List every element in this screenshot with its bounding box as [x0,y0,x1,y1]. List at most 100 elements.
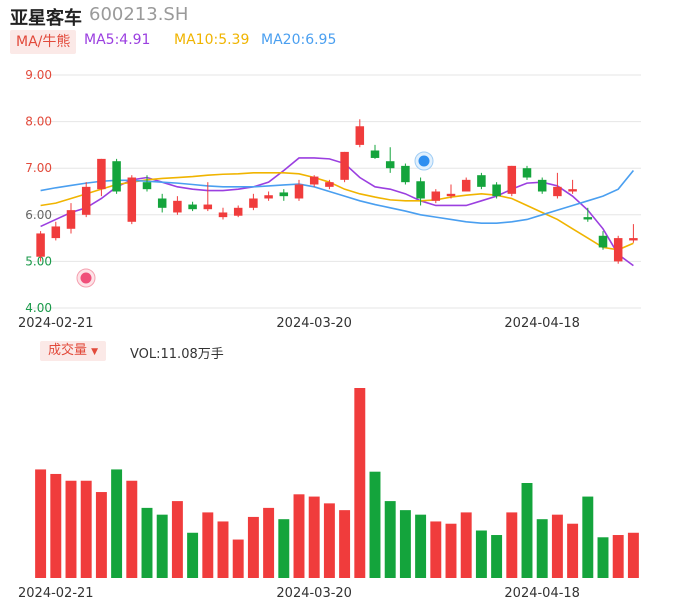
candle-body [416,181,425,199]
x-tick-label: 2024-02-21 [18,316,94,331]
volume-bars [35,388,639,578]
candle-body [340,151,349,180]
candle-body [294,184,304,199]
y-tick-label: 6.00 [25,208,52,222]
candle-body [279,192,289,197]
candle-body [370,150,380,158]
candle-body [188,204,197,210]
volume-bar [521,483,533,578]
volume-bar [141,507,153,578]
candle-body [629,238,638,241]
volume-bar [111,469,123,578]
candle-body [522,168,532,178]
candle-body [385,161,395,169]
ma5-label: MA5:4.91 [84,32,151,48]
candle-body [97,158,106,190]
candle-body [173,200,182,213]
volume-bar [475,530,487,578]
candle-body [507,165,517,194]
candle-body [446,193,456,197]
price-axis-labels: 9.00 8.00 7.00 6.00 5.00 4.00 [25,68,52,315]
y-tick-label: 5.00 [25,254,52,268]
candle-body [66,210,76,229]
candle-body [553,186,562,197]
volume-value: VOL:11.08万手 [130,347,224,362]
x-tick-label: 2024-03-20 [276,316,352,331]
candle-body [492,184,501,197]
marker-icons [76,151,434,288]
ma10-label: MA10:5.39 [174,32,250,48]
volume-bar [612,535,624,578]
candle-body [477,175,486,187]
volume-bar [80,480,92,578]
volume-bar [506,512,518,578]
x-tick-label: 2024-04-18 [504,586,580,601]
volume-bar [65,480,77,578]
candle-body [142,182,152,190]
candle-body [112,161,121,192]
volume-bar [293,494,305,578]
candle-body [51,226,61,239]
volume-date-labels: 2024-02-21 2024-03-20 2024-04-18 [18,586,580,601]
candle-body [431,191,441,201]
volume-bar [430,521,442,578]
stock-code: 600213.SH [89,4,189,25]
ma20-label: MA20:6.95 [261,32,337,48]
date-axis-labels: 2024-02-21 2024-03-20 2024-04-18 [18,316,580,331]
volume-bar [126,480,138,578]
volume-bar [627,532,639,578]
volume-bar [247,516,259,578]
candle-body [537,179,547,192]
volume-bar [156,514,168,578]
volume-bar [460,512,472,578]
candle-body [568,189,577,192]
candle-body [264,195,273,199]
candle-body [355,126,365,145]
buy-marker-icon [76,268,96,288]
volume-bar [399,510,411,578]
candle-body [583,217,593,220]
candle-body [309,176,319,185]
volume-bar [551,514,563,578]
sell-marker-icon [414,151,434,171]
candle-body [157,198,167,208]
candle-body [325,182,334,187]
volume-bar [384,501,396,578]
volume-bar [50,473,62,578]
volume-bar [323,503,335,578]
x-tick-label: 2024-04-18 [504,316,580,331]
candle-body [233,207,243,216]
volume-bar [491,535,503,578]
chevron-down-icon: ▼ [91,347,99,357]
ma20-line [40,170,635,224]
y-tick-label: 9.00 [25,68,52,82]
y-tick-label: 7.00 [25,161,52,175]
volume-bar [597,537,609,578]
candle-body [401,165,410,183]
volume-bar [536,519,548,578]
candle-body [81,186,91,215]
candle-body [249,198,258,208]
x-tick-label: 2024-03-20 [276,586,352,601]
volume-bar [339,510,351,578]
candle-body [613,238,623,262]
y-tick-label: 8.00 [25,115,52,129]
volume-bar [354,388,366,578]
volume-tab[interactable]: 成交量 ▼ [40,341,107,361]
candle-body [36,233,45,257]
moving-average-lines [40,157,635,267]
volume-bar [95,492,107,578]
candle-body [203,204,213,210]
volume-bar [308,496,320,578]
ma-indicator-tab[interactable]: MA/牛熊 [10,30,77,54]
candle-body [461,179,471,192]
volume-tab-label: 成交量 [48,343,88,358]
stock-name: 亚星客车 [10,8,82,29]
ma5-line [40,157,634,267]
candlesticks [36,119,638,264]
volume-bar [232,539,244,578]
x-tick-label: 2024-02-21 [18,586,94,601]
y-tick-label: 4.00 [25,301,52,315]
volume-bar [567,523,579,578]
